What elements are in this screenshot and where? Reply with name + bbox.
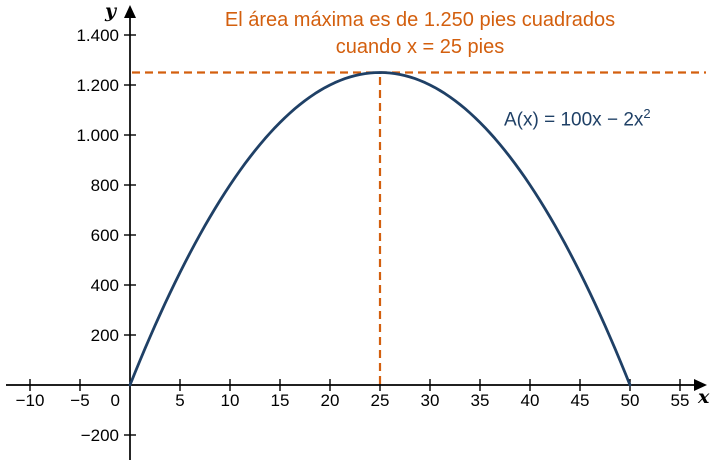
y-tick-label: 800 (91, 176, 119, 195)
x-axis-letter: x (698, 386, 710, 408)
chart-annotation: El área máxima es de 1.250 pies cuadrado… (140, 7, 700, 61)
x-tick-label: 50 (621, 391, 640, 410)
y-tick-label: 200 (91, 326, 119, 345)
x-tick-label: 35 (471, 391, 490, 410)
x-axis-arrow (694, 379, 707, 391)
y-tick-label: 1.400 (76, 26, 119, 45)
x-tick-label: 55 (671, 391, 690, 410)
x-tick-label: 10 (221, 391, 240, 410)
x-tick-label: 5 (175, 391, 184, 410)
chart-annotation-line-2: cuando x = 25 pies (335, 36, 505, 58)
y-tick-label: 400 (91, 276, 119, 295)
y-tick-label: −200 (81, 426, 119, 445)
y-axis-arrow (124, 5, 136, 18)
x-tick-label: 25 (371, 391, 390, 410)
y-tick-label: 1.200 (76, 76, 119, 95)
function-label-base: A(x) = 100x − 2x (504, 109, 644, 131)
y-tick-label: 1.000 (76, 126, 119, 145)
x-tick-label: −10 (16, 391, 45, 410)
origin-label: 0 (111, 391, 120, 410)
x-tick-label: 45 (571, 391, 590, 410)
chart-annotation-line-1: El área máxima es de 1.250 pies cuadrado… (224, 9, 616, 31)
x-tick-label: 40 (521, 391, 540, 410)
y-tick-label: 600 (91, 226, 119, 245)
x-tick-label: 15 (271, 391, 290, 410)
x-tick-label: −5 (70, 391, 89, 410)
x-tick-label: 30 (421, 391, 440, 410)
function-label-exponent: 2 (643, 106, 651, 121)
parabola-curve (128, 71, 632, 387)
y-axis-letter: y (105, 0, 117, 22)
function-label: A(x) = 100x − 2x2 (504, 106, 651, 131)
x-tick-label: 20 (321, 391, 340, 410)
